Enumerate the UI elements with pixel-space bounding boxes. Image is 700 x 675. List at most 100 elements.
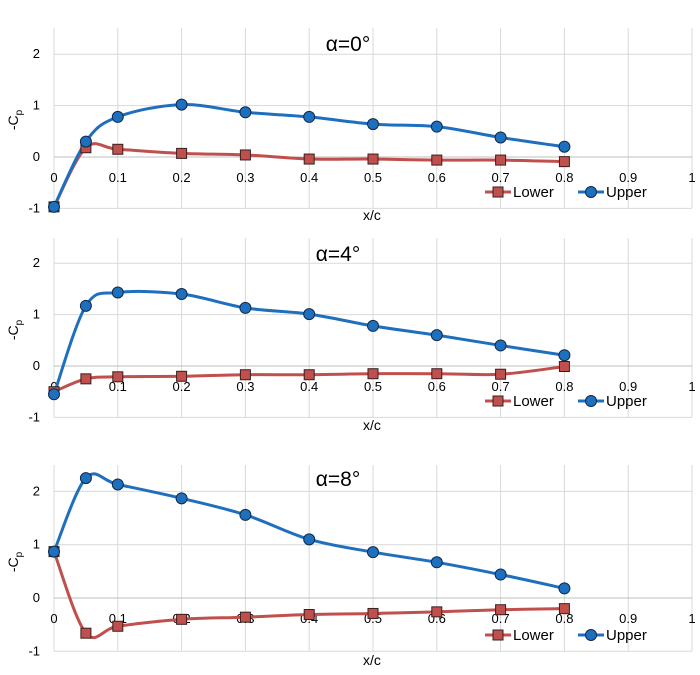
x-axis-label: x/c (363, 652, 381, 668)
data-point-upper (430, 329, 443, 342)
chart-legend: Lower Upper (485, 393, 647, 410)
x-tick-label: 0.4 (300, 170, 318, 185)
series-line-lower (52, 551, 565, 640)
x-tick-label: 0.7 (492, 170, 510, 185)
y-tick-label: 2 (33, 255, 40, 270)
x-tick-label: 0.9 (619, 611, 637, 626)
data-point-upper (111, 110, 124, 123)
data-point-lower (367, 607, 379, 619)
chart-legend: Lower Upper (485, 627, 647, 644)
data-point-upper (367, 319, 379, 332)
data-point-lower (176, 147, 188, 159)
data-point-lower (303, 369, 315, 381)
x-tick-label: 0.2 (173, 170, 191, 185)
legend-label-upper: Upper (606, 627, 647, 644)
x-tick-label: 0.5 (364, 170, 382, 185)
data-point-lower (495, 368, 507, 380)
data-point-lower (431, 154, 443, 166)
x-axis-label: x/c (363, 207, 381, 223)
data-point-lower (176, 613, 188, 625)
x-tick-label: 0.6 (428, 379, 446, 394)
y-tick-label: 0 (33, 590, 40, 605)
x-tick-label: 0.8 (555, 170, 573, 185)
x-tick-label: 0 (50, 170, 57, 185)
data-point-lower (80, 627, 92, 639)
data-point-lower (303, 609, 315, 621)
data-point-upper (430, 556, 443, 569)
series-line-lower (52, 142, 565, 208)
legend-label-upper: Upper (606, 393, 647, 410)
x-tick-label: 0.8 (555, 611, 573, 626)
data-point-upper (48, 388, 60, 401)
series-line-upper (52, 103, 565, 208)
x-tick-label: 1 (688, 170, 695, 185)
data-point-lower (367, 368, 379, 380)
y-axis-label: -Cp (5, 551, 25, 572)
y-tick-label: -1 (28, 409, 40, 424)
data-point-lower (495, 154, 507, 166)
data-point-lower (495, 604, 507, 616)
y-tick-label: 1 (33, 307, 40, 322)
x-axis-label: x/c (363, 417, 381, 433)
data-point-lower (239, 149, 251, 161)
chart-panel-2: -101200.10.20.30.40.50.60.70.80.91α=4°x/… (5, 238, 696, 433)
legend-marker-square (492, 629, 504, 641)
data-point-upper (175, 98, 188, 111)
y-tick-label: 1 (33, 98, 40, 113)
data-point-upper (175, 492, 188, 505)
x-tick-label: 0.4 (300, 379, 318, 394)
data-point-upper (239, 106, 252, 119)
data-point-upper (494, 339, 507, 352)
series-line-upper (52, 289, 565, 395)
x-tick-label: 0.2 (173, 379, 191, 394)
data-point-upper (48, 545, 60, 558)
legend-marker-circle (585, 186, 597, 198)
data-point-lower (303, 153, 315, 165)
data-point-lower (112, 143, 124, 155)
data-point-lower (367, 153, 379, 165)
data-point-lower (558, 156, 570, 168)
data-point-upper (367, 546, 379, 559)
series-line-upper (52, 472, 565, 590)
y-axis-label-main: -C (5, 325, 21, 340)
data-point-upper (303, 110, 316, 123)
y-axis-label-subscript: p (14, 551, 25, 557)
y-tick-label: -1 (28, 200, 40, 215)
y-axis-label: -Cp (5, 109, 25, 130)
y-tick-label: 2 (33, 483, 40, 498)
data-point-upper (303, 308, 316, 321)
data-point-upper (558, 582, 571, 595)
data-point-upper (558, 140, 571, 153)
x-tick-label: 1 (688, 379, 695, 394)
legend-marker-circle (585, 395, 597, 407)
series-line-lower (53, 365, 565, 394)
chart-panel-3: -101200.10.20.30.40.50.60.70.80.91α=8°x/… (5, 465, 696, 668)
y-tick-label: 0 (33, 149, 40, 164)
data-point-lower (80, 373, 92, 385)
y-tick-label: 2 (33, 46, 40, 61)
x-tick-label: 0.3 (236, 170, 254, 185)
x-tick-label: 0.5 (364, 379, 382, 394)
data-point-upper (239, 508, 252, 521)
y-axis-label-main: -C (5, 115, 21, 130)
y-tick-label: 0 (33, 358, 40, 373)
data-point-upper (303, 533, 316, 546)
y-axis-label: -Cp (5, 319, 25, 340)
chart-title: α=4° (316, 243, 360, 266)
y-axis-label-subscript: p (14, 319, 25, 325)
data-point-upper (79, 135, 92, 148)
x-tick-label: 1 (688, 611, 695, 626)
x-tick-label: 0.3 (236, 379, 254, 394)
data-point-upper (111, 286, 124, 299)
y-tick-label: -1 (28, 643, 40, 658)
legend-marker-square (492, 395, 504, 407)
legend-label-lower: Lower (513, 393, 554, 410)
x-tick-label: 0.9 (619, 170, 637, 185)
data-point-upper (79, 472, 92, 485)
data-point-lower (239, 611, 251, 623)
legend-marker-square (492, 186, 504, 198)
data-point-lower (239, 369, 251, 381)
data-point-upper (558, 349, 571, 362)
